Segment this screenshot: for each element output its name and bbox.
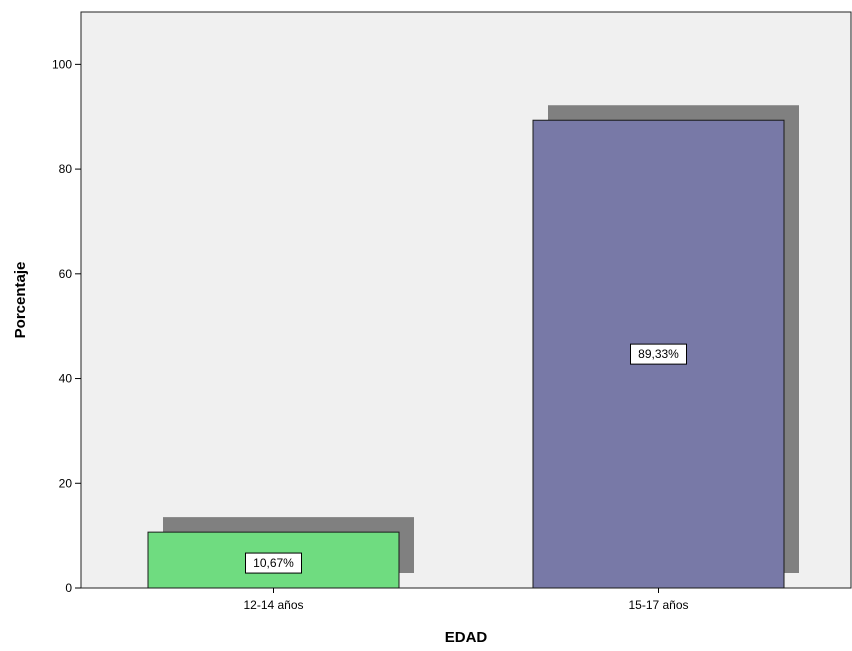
y-tick-label: 60 — [59, 267, 73, 281]
data-label: 89,33% — [638, 347, 679, 361]
y-tick-label: 100 — [52, 57, 72, 71]
x-tick-label: 15-17 años — [628, 598, 688, 612]
data-label-box — [630, 343, 687, 365]
y-tick-label: 80 — [59, 162, 73, 176]
y-axis: 0 20 40 60 80 100 — [52, 57, 81, 595]
y-tick-label: 40 — [59, 372, 73, 386]
x-axis: 12-14 años 15-17 años — [243, 588, 689, 612]
data-labels: 10,67% 89,33% — [245, 343, 687, 574]
x-tick-label: 12-14 años — [243, 598, 303, 612]
data-label-box — [245, 552, 302, 574]
x-axis-title: EDAD — [445, 629, 488, 646]
y-tick-label: 0 — [65, 581, 72, 595]
data-label: 10,67% — [253, 556, 294, 570]
y-axis-title: Porcentaje — [12, 262, 29, 339]
y-tick-label: 20 — [59, 476, 73, 490]
